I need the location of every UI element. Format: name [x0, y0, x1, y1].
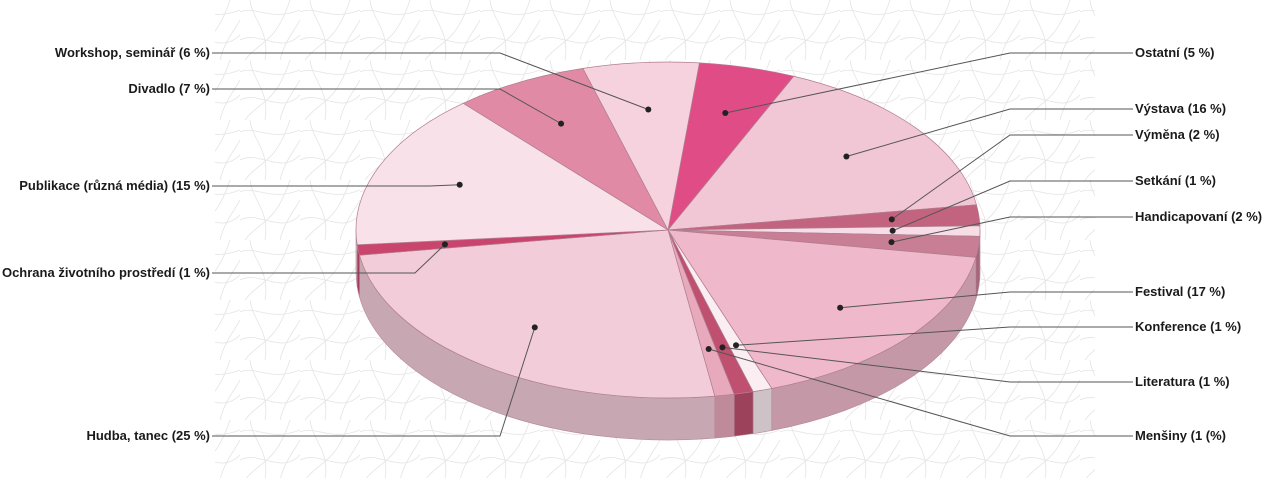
slice-marker-12 — [558, 120, 565, 127]
slice-marker-3 — [889, 227, 896, 234]
slice-label-11: Publikace (různá média) (15 %) — [19, 178, 210, 193]
slice-marker-8 — [705, 345, 712, 352]
slice-label-5: Festival (17 %) — [1135, 284, 1225, 299]
slice-label-2: Výměna (2 %) — [1135, 127, 1220, 142]
slice-marker-1 — [843, 153, 850, 160]
pie-side-7 — [733, 391, 754, 437]
leader-line-1 — [846, 108, 1133, 157]
leader-line-13 — [212, 52, 649, 110]
slice-label-10: Ochrana životního prostředí (1 %) — [2, 265, 210, 280]
leader-line-12 — [212, 88, 562, 125]
leader-line-9 — [212, 327, 536, 437]
slice-label-7: Literatura (1 %) — [1135, 374, 1230, 389]
slice-label-4: Handicapovaní (2 %) — [1135, 209, 1262, 224]
leader-line-10 — [212, 244, 446, 274]
slice-label-12: Divadlo (7 %) — [128, 81, 210, 96]
slice-marker-2 — [888, 216, 895, 223]
pie-slice-5 — [667, 229, 977, 389]
leader-line-3 — [892, 180, 1133, 232]
leader-line-6 — [735, 326, 1133, 346]
slice-label-8: Menšiny (1 (%) — [1135, 428, 1226, 443]
slice-marker-5 — [837, 304, 844, 311]
slice-marker-11 — [456, 181, 463, 188]
leader-line-8 — [708, 348, 1133, 437]
slice-marker-13 — [645, 106, 652, 113]
leader-line-2 — [891, 134, 1133, 220]
leader-line-0 — [725, 52, 1133, 114]
slice-label-13: Workshop, seminář (6 %) — [55, 45, 210, 60]
leader-line-5 — [840, 291, 1133, 309]
slice-label-0: Ostatní (5 %) — [1135, 45, 1214, 60]
slice-marker-4 — [888, 239, 895, 246]
leader-line-11 — [212, 184, 460, 187]
pie-side-8 — [714, 393, 735, 439]
slice-marker-7 — [719, 344, 726, 351]
leader-line-4 — [891, 216, 1133, 243]
slice-marker-9 — [531, 324, 538, 331]
pie-slice-11 — [355, 102, 670, 246]
pie-slice-13 — [582, 61, 700, 232]
slice-marker-0 — [722, 110, 729, 117]
slice-marker-10 — [441, 241, 448, 248]
pie-slice-1 — [667, 75, 977, 231]
slice-marker-6 — [733, 342, 740, 349]
slice-label-3: Setkání (1 %) — [1135, 173, 1216, 188]
slice-label-1: Výstava (16 %) — [1135, 101, 1226, 116]
slice-label-6: Konference (1 %) — [1135, 319, 1241, 334]
pie-slice-9 — [359, 229, 716, 399]
slice-label-9: Hudba, tanec (25 %) — [86, 428, 210, 443]
leader-line-7 — [722, 346, 1133, 383]
pie-side-6 — [752, 388, 773, 434]
pie-slice-12 — [462, 67, 669, 231]
